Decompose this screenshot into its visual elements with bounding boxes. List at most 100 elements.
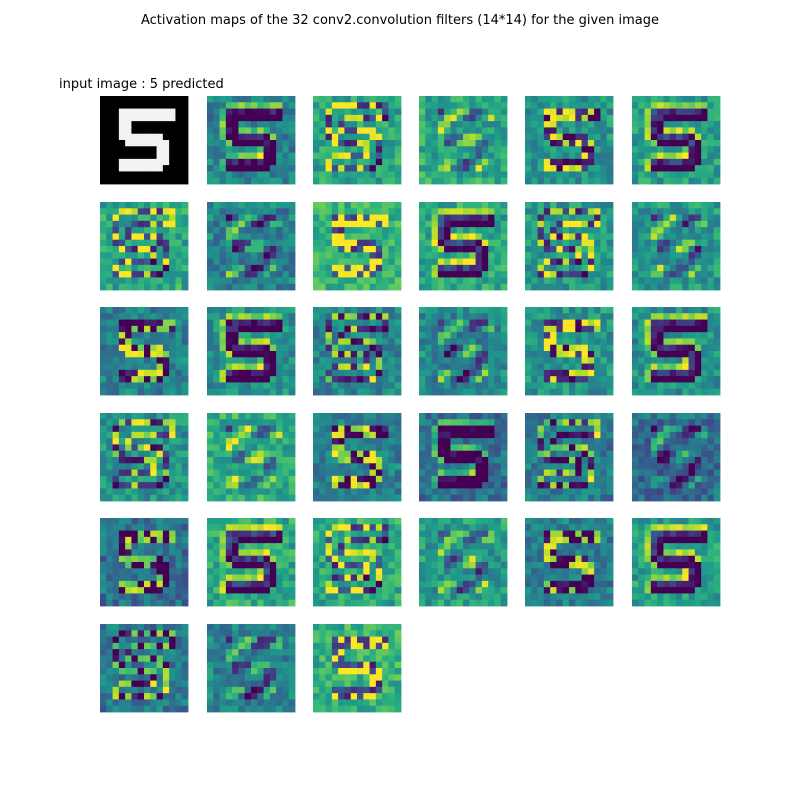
activation-cell [137,363,145,371]
activation-cell [469,419,476,426]
activation-cell [125,543,132,550]
activation-cell [444,277,451,285]
activation-cell [363,351,370,358]
activation-cell [137,469,145,477]
activation-cell [682,158,689,166]
activation-cell [431,220,439,228]
activation-cell [450,171,458,179]
input-pixel [131,102,139,109]
activation-cell [150,599,157,607]
activation-cell [450,146,458,153]
activation-cell [375,376,383,383]
activation-cell [156,208,164,215]
activation-cell [525,313,532,320]
activation-cell [663,338,671,346]
activation-cell [657,463,664,470]
activation-cell [388,202,396,209]
activation-cell [525,202,532,209]
activation-cell [606,450,614,458]
activation-cell [707,158,715,166]
activation-cell [450,363,458,371]
activation-cell [269,376,277,383]
activation-cell [475,214,483,222]
activation-cell [669,246,677,253]
activation-cell [481,233,489,241]
activation-cell [219,438,227,445]
activation-cell [419,239,426,247]
activation-cell [638,431,645,439]
activation-cell [363,413,370,420]
activation-cell [257,494,264,502]
activation-cell [500,325,508,333]
activation-cell [562,202,570,209]
activation-cell [556,351,564,358]
activation-cell [581,202,589,209]
activation-cell [606,264,614,272]
activation-cell [131,258,139,266]
activation-cell [251,277,258,285]
activation-cell [682,351,689,358]
activation-map-16 [525,307,614,396]
activation-cell [587,488,595,496]
activation-cell [682,258,689,266]
activation-cell [425,488,432,496]
activation-cell [682,488,689,496]
activation-cell [556,325,564,333]
activation-cell [269,140,277,147]
activation-cell [263,121,271,128]
activation-cell [600,214,608,222]
input-pixel [169,177,176,185]
activation-cell [251,376,258,383]
activation-cell [606,444,614,452]
input-pixel [125,152,132,160]
activation-cell [713,425,721,433]
activation-cell [444,369,451,377]
input-pixel [175,171,183,179]
activation-map-1 [207,96,296,185]
activation-cell [688,388,696,396]
activation-cell [282,277,290,285]
activation-cell [431,121,439,128]
activation-cell [525,214,532,222]
activation-cell [257,469,264,477]
activation-cell [219,277,227,285]
activation-cell [225,227,233,234]
activation-cell [251,530,258,538]
activation-cell [344,133,352,141]
activation-cell [156,599,164,607]
activation-cell [425,319,432,327]
activation-cell [350,313,358,320]
activation-cell [244,388,252,396]
activation-cell [676,152,683,160]
activation-cell [325,202,333,209]
activation-cell [344,382,352,390]
activation-cell [131,555,139,563]
activation-cell [238,325,246,333]
activation-cell [106,376,113,383]
activation-cell [282,208,290,215]
activation-cell [425,252,432,259]
activation-cell [181,258,189,266]
activation-cell [550,450,557,458]
activation-cell [531,363,538,371]
activation-cell [150,277,157,285]
activation-cell [425,246,432,253]
activation-cell [225,457,233,464]
activation-cell [388,158,396,166]
activation-cell [338,444,345,452]
input-pixel [156,140,164,147]
activation-cell [238,283,246,291]
activation-cell [251,177,258,185]
activation-cell [288,307,296,314]
activation-cell [118,202,126,209]
activation-cell [707,214,715,222]
activation-cell [162,369,170,377]
activation-cell [688,233,696,241]
activation-cell [644,127,652,135]
activation-cell [425,431,432,439]
activation-cell [331,264,339,272]
activation-cell [688,252,696,259]
activation-cell [556,307,564,314]
activation-cell [562,475,570,483]
activation-cell [488,227,495,234]
